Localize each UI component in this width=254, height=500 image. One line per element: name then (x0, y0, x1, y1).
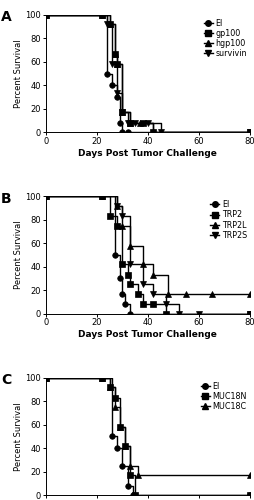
Y-axis label: Percent Survival: Percent Survival (13, 402, 22, 471)
Y-axis label: Percent Survival: Percent Survival (13, 39, 22, 108)
Legend: EI, MUC18N, MUC18C: EI, MUC18N, MUC18C (199, 381, 247, 412)
Legend: EI, TRP2, TRP2L, TRP2S: EI, TRP2, TRP2L, TRP2S (208, 200, 247, 240)
Y-axis label: Percent Survival: Percent Survival (13, 220, 22, 290)
X-axis label: Days Post Tumor Challenge: Days Post Tumor Challenge (78, 148, 216, 158)
Text: A: A (1, 10, 12, 24)
X-axis label: Days Post Tumor Challenge: Days Post Tumor Challenge (78, 330, 216, 339)
Legend: EI, gp100, hgp100, survivin: EI, gp100, hgp100, survivin (202, 18, 247, 59)
Text: C: C (1, 373, 11, 387)
Text: B: B (1, 192, 12, 206)
